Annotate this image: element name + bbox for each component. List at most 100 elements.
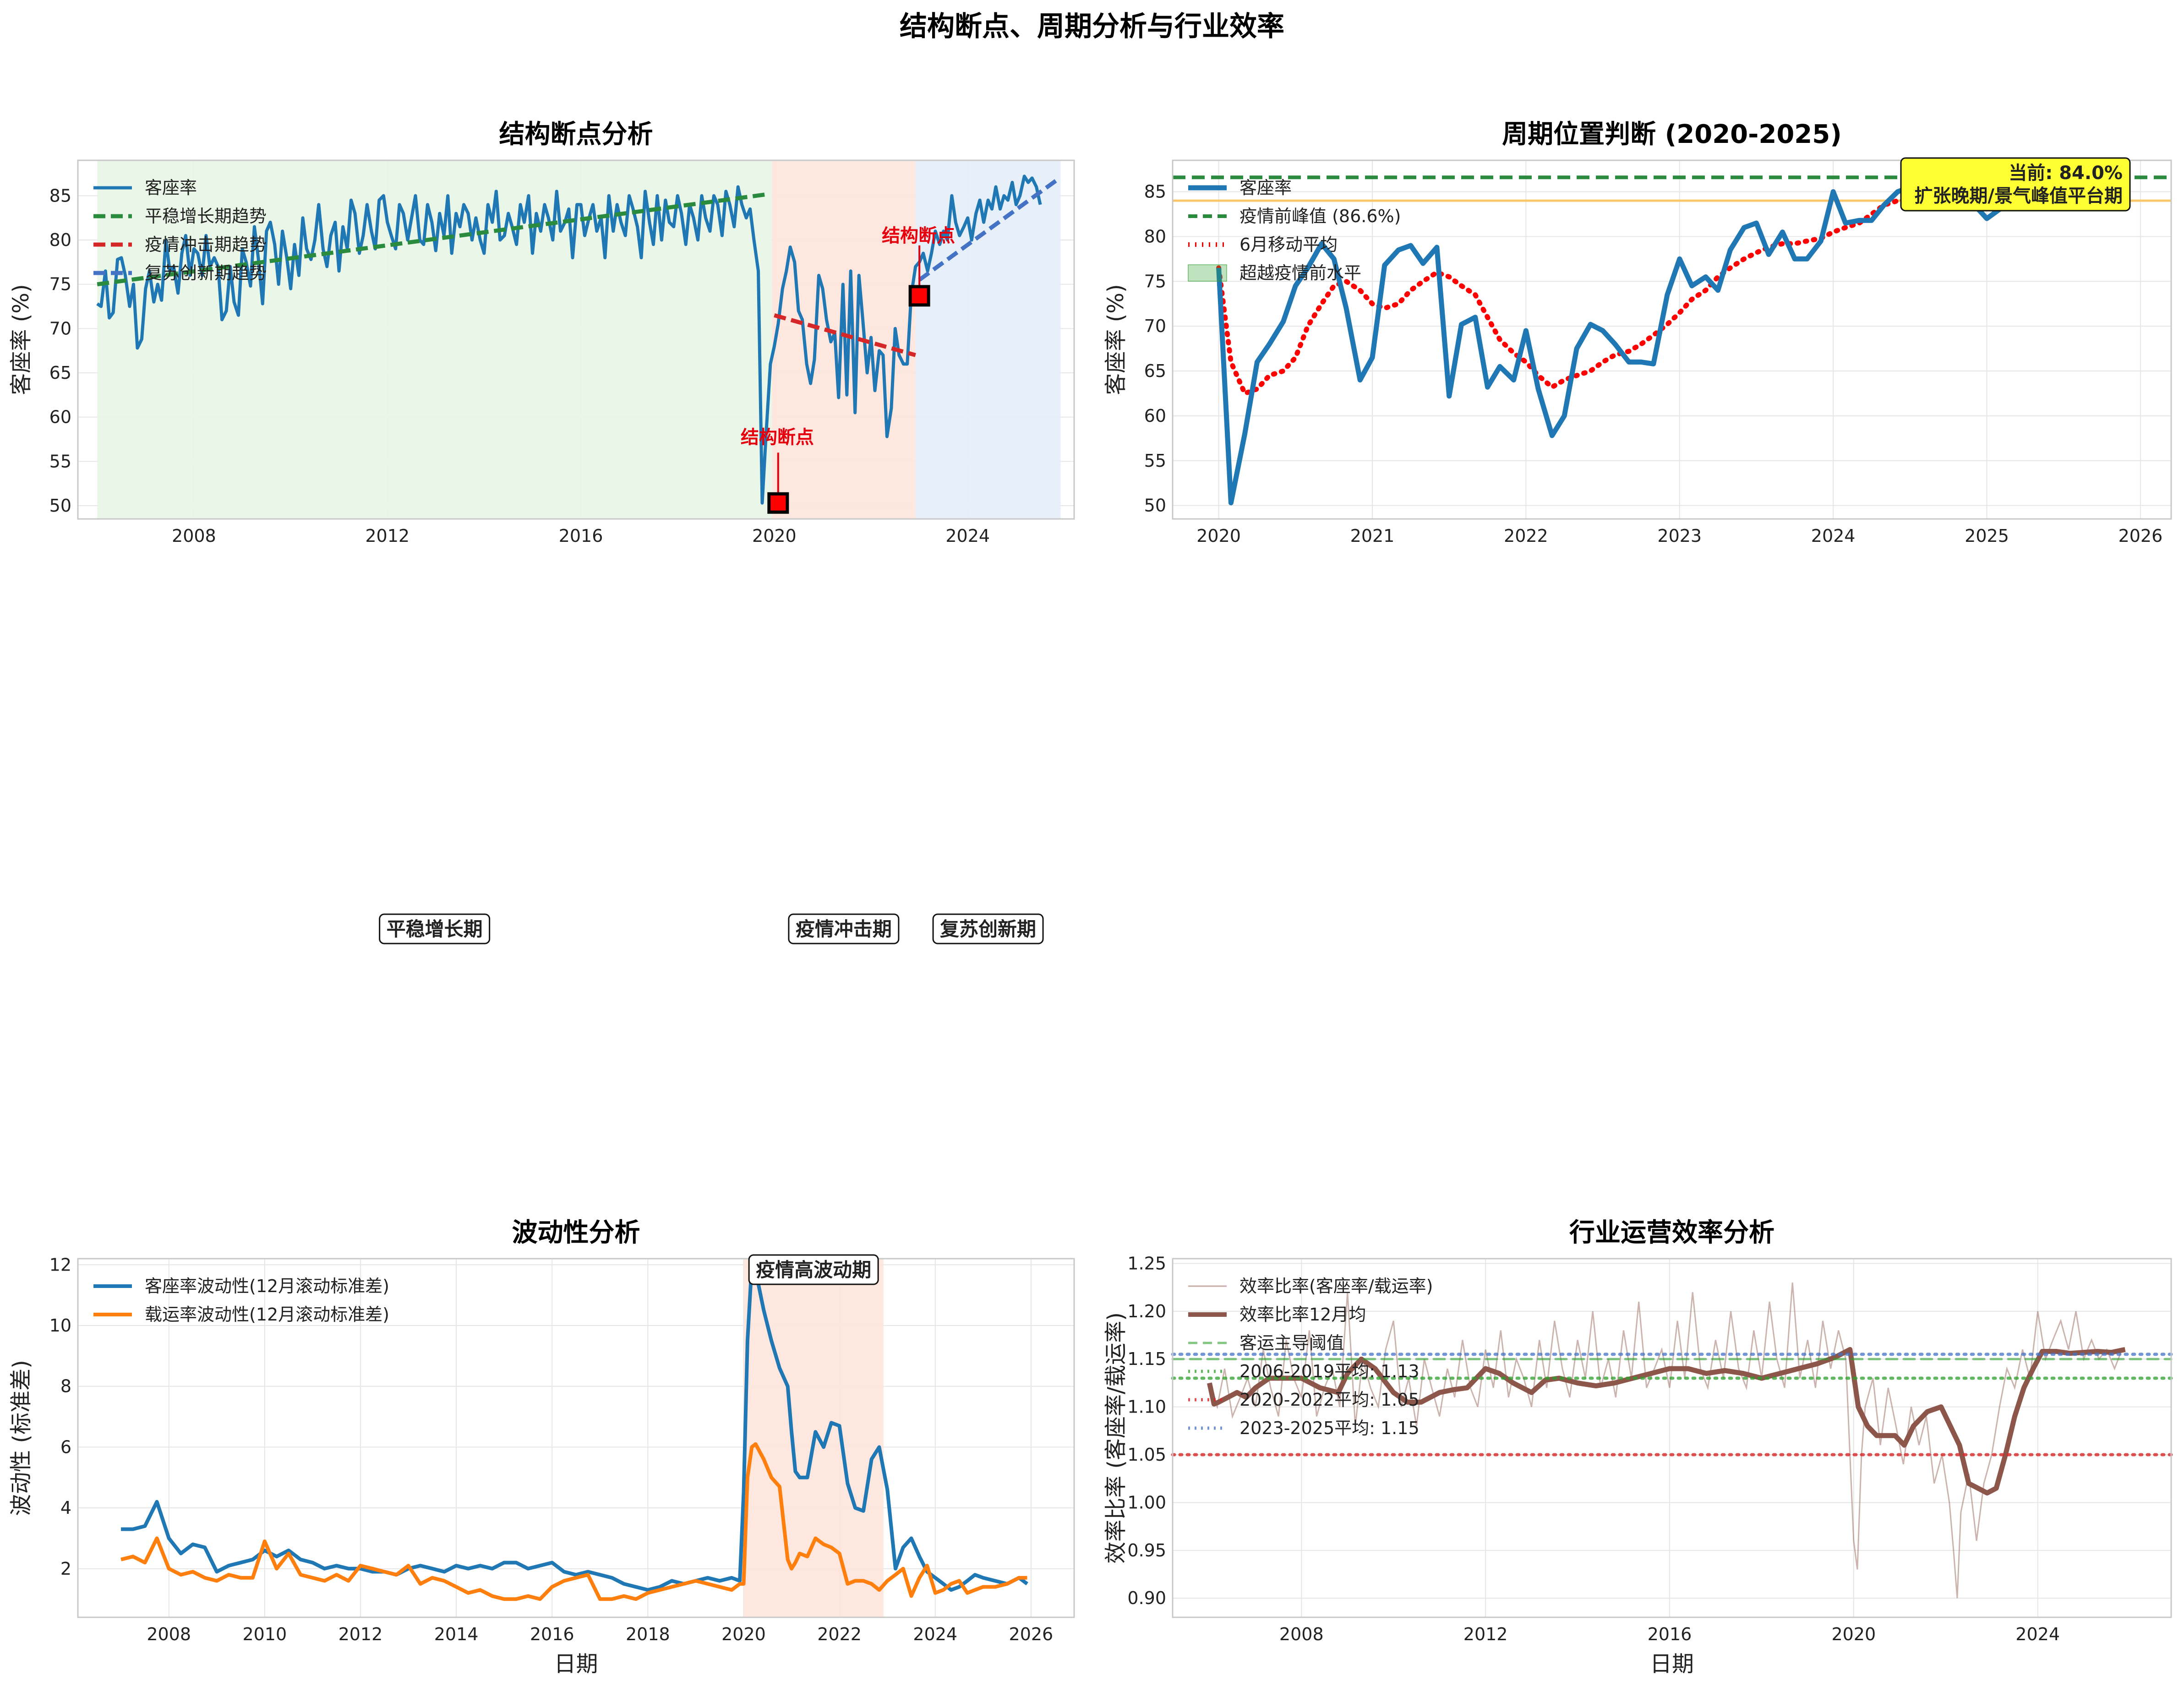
efficiency-xlabel: 日期	[1650, 1651, 1694, 1677]
trend-line	[918, 176, 1061, 282]
cycle-xtick-label: 2024	[1811, 526, 1856, 546]
structural-legend-item: 疫情冲击期趋势	[93, 235, 267, 255]
structural-ytick-label: 70	[49, 318, 71, 338]
volatility-ylabel: 波动性 (标准差)	[8, 1360, 34, 1516]
efficiency-ylabel: 效率比率 (客座率/载运率)	[1103, 1312, 1129, 1564]
cycle-legend-item: 疫情前峰值 (86.6%)	[1188, 206, 1401, 226]
efficiency-legend-item: 效率比率(客座率/载运率)	[1188, 1276, 1433, 1296]
structural-ytick-label: 60	[49, 407, 71, 427]
structural-legend-label: 客座率	[145, 178, 197, 198]
efficiency-xtick-label: 2020	[1831, 1624, 1876, 1644]
volatility-ytick-label: 4	[60, 1498, 71, 1518]
breakpoint-marker	[908, 285, 930, 307]
cycle-ytick-label: 75	[1144, 271, 1166, 291]
volatility-plot-area	[78, 1259, 1074, 1617]
efficiency-xtick-label: 2008	[1279, 1624, 1324, 1644]
efficiency-legend-item: 2023-2025平均: 1.15	[1188, 1418, 1420, 1438]
passenger-load-line	[96, 175, 1042, 505]
structural-legend-label: 疫情冲击期趋势	[145, 235, 267, 255]
volatility-xtick-label: 2010	[242, 1624, 287, 1644]
structural-legend-label: 平稳增长期趋势	[145, 206, 267, 226]
structural-ytick-label: 80	[49, 230, 71, 250]
efficiency-legend-label: 效率比率12月均	[1239, 1304, 1366, 1325]
cycle-ytick-label: 55	[1144, 451, 1166, 471]
cycle-legend-label: 超越疫情前水平	[1239, 263, 1361, 283]
structural-ytick-label: 55	[49, 451, 71, 471]
volatility-legend-item: 客座率波动性(12月滚动标准差)	[93, 1276, 389, 1296]
cycle-ytick-label: 80	[1144, 226, 1166, 246]
cycle-legend-label: 6月移动平均	[1239, 235, 1338, 255]
cycle-plot-area	[1173, 160, 2171, 519]
volatility-xlabel: 日期	[554, 1651, 598, 1677]
efficiency-ytick-label: 1.10	[1127, 1397, 1166, 1417]
cycle-legend-label: 客座率	[1239, 178, 1292, 198]
volatility-xtick-label: 2016	[530, 1624, 574, 1644]
structural-ytick-label: 65	[49, 363, 71, 383]
structural-ylabel: 客座率 (%)	[8, 284, 34, 395]
structural-xtick-label: 2012	[365, 526, 410, 546]
cycle-xtick-label: 2021	[1350, 526, 1395, 546]
cargo-volatility-line	[120, 1442, 1027, 1601]
efficiency-legend-label: 2020-2022平均: 1.05	[1239, 1390, 1420, 1410]
phase-label-box	[379, 913, 491, 944]
cycle-ytick-label: 60	[1144, 406, 1166, 426]
volatility-xtick-label: 2022	[817, 1624, 862, 1644]
volatility-ytick-label: 10	[49, 1315, 71, 1336]
efficiency-legend-item: 2006-2019平均: 1.13	[1188, 1361, 1420, 1381]
efficiency-ratio-line	[1209, 1282, 2123, 1599]
volatility-title: 波动性分析	[512, 1218, 640, 1248]
trend-line	[97, 192, 770, 287]
structural-legend-item: 平稳增长期趋势	[93, 206, 267, 226]
structural-legend-item: 复苏创新期趋势	[93, 263, 267, 283]
volatility-ytick-label: 2	[60, 1559, 71, 1579]
structural-ytick-label: 85	[49, 186, 71, 206]
efficiency-ytick-label: 1.05	[1127, 1445, 1166, 1465]
cycle-legend-label: 疫情前峰值 (86.6%)	[1239, 206, 1401, 226]
structural-frame	[77, 159, 1075, 520]
efficiency-legend-label: 2023-2025平均: 1.15	[1239, 1418, 1420, 1438]
trend-line	[774, 313, 916, 357]
volatility-legend-item: 载运率波动性(12月滚动标准差)	[93, 1304, 389, 1325]
cycle-ytick-label: 85	[1144, 182, 1166, 202]
phase-label-box-label: 疫情冲击期	[796, 918, 892, 940]
cycle-ylabel: 客座率 (%)	[1103, 284, 1129, 395]
volatility-ytick-label: 8	[60, 1376, 71, 1397]
volatility-xtick-label: 2008	[147, 1624, 191, 1644]
efficiency-legend-label: 客运主导阈值	[1239, 1333, 1344, 1353]
cycle-ytick-label: 70	[1144, 316, 1166, 336]
efficiency-frame	[1172, 1258, 2172, 1618]
efficiency-legend-item: 效率比率12月均	[1188, 1304, 1366, 1325]
panel-efficiency: 2008 2012 2016 2020 2024 0.90 0.95 1.00 1.05 1.10…	[1103, 1218, 2173, 1677]
efficiency-ytick-label: 1.15	[1127, 1349, 1166, 1369]
panel-cycle-position: 2020 2021 2022 2023 2024 2025 2026 50 55 60 65 70 75…	[1103, 120, 2172, 546]
panel-volatility: 2008 2010 2012 2014 2016 2018 2020 2022 2024 2026…	[8, 1218, 1075, 1677]
volatility-legend-label: 客座率波动性(12月滚动标准差)	[145, 1276, 389, 1296]
breakpoint-marker	[767, 492, 789, 514]
efficiency-legend-label: 效率比率(客座率/载运率)	[1239, 1276, 1433, 1296]
highlight-label-box-label: 疫情高波动期	[756, 1259, 871, 1281]
efficiency-xtick-label: 2016	[1648, 1624, 1692, 1644]
efficiency-ytick-label: 1.25	[1127, 1253, 1166, 1273]
figure-suptitle: 结构断点、周期分析与行业效率	[900, 11, 1284, 43]
efficiency-xtick-label: 2024	[2015, 1624, 2060, 1644]
current-value-label: 当前: 84.0%	[2009, 163, 2123, 184]
cycle-title: 周期位置判断 (2020-2025)	[1502, 120, 1842, 149]
cycle-legend-swatch	[1188, 264, 1227, 282]
efficiency-plot-area	[1173, 1259, 2171, 1617]
cycle-xtick-label: 2023	[1657, 526, 1702, 546]
volatility-xtick-label: 2020	[721, 1624, 766, 1644]
volatility-xtick-label: 2024	[913, 1624, 957, 1644]
cycle-xtick-label: 2020	[1196, 526, 1241, 546]
efficiency-title: 行业运营效率分析	[1569, 1218, 1774, 1248]
phase-label-box	[932, 913, 1044, 944]
current-status-box	[1900, 157, 2131, 212]
cycle-legend-item: 6月移动平均	[1188, 235, 1338, 255]
phase-band	[915, 160, 1061, 519]
structural-ytick-label: 75	[49, 274, 71, 295]
volatility-xtick-label: 2026	[1009, 1624, 1054, 1644]
volatility-ytick-label: 12	[49, 1255, 71, 1275]
cycle-legend-item: 超越疫情前水平	[1188, 263, 1361, 283]
phase-label-box	[788, 913, 900, 944]
cycle-legend-item: 客座率	[1188, 178, 1292, 198]
